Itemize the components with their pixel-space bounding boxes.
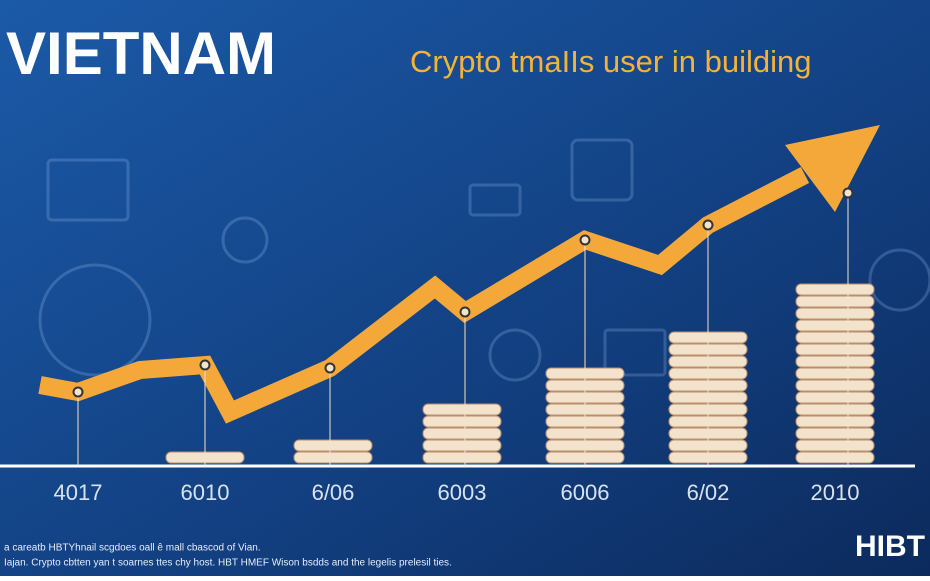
coin xyxy=(795,379,875,392)
footnote: a careatb HBTYhnail scgdoes oall ê mall … xyxy=(4,543,261,554)
coin xyxy=(795,367,875,380)
coin xyxy=(795,451,875,464)
logo: HIBT xyxy=(855,530,925,563)
category-label: 4017 xyxy=(54,480,103,505)
coin xyxy=(795,427,875,440)
coin xyxy=(795,283,875,296)
footnote: Iajan. Crypto cbtten yan t soarnes ttes … xyxy=(4,558,452,569)
coin xyxy=(795,355,875,368)
coin xyxy=(293,439,373,452)
coin xyxy=(795,343,875,356)
coin xyxy=(422,415,502,428)
category-labels: 4017 6010 6/06 6003 6006 6/02 2010 xyxy=(54,480,860,505)
subtitle: Crypto tmaIIs user in building xyxy=(410,44,811,79)
coin-stack xyxy=(293,439,373,464)
coin-stack xyxy=(422,403,502,464)
category-label: 6006 xyxy=(561,480,610,505)
coin xyxy=(795,319,875,332)
title: VIETNAM xyxy=(6,20,276,87)
coin xyxy=(293,451,373,464)
point-dot xyxy=(324,362,336,374)
point-dot xyxy=(72,386,84,398)
coin xyxy=(795,439,875,452)
growth-arrow xyxy=(38,167,810,424)
coin xyxy=(422,427,502,440)
category-label: 6/02 xyxy=(687,480,730,505)
coin xyxy=(422,403,502,416)
point-dot xyxy=(199,359,211,371)
coin-stack xyxy=(668,331,748,464)
point-dot xyxy=(842,187,854,199)
coin xyxy=(795,331,875,344)
coin xyxy=(795,415,875,428)
category-label: 6003 xyxy=(438,480,487,505)
category-label: 6/06 xyxy=(312,480,355,505)
coin xyxy=(422,439,502,452)
point-dot xyxy=(702,219,714,231)
coin xyxy=(795,307,875,320)
coin-stack xyxy=(795,283,875,464)
point-dot xyxy=(459,306,471,318)
coin xyxy=(422,451,502,464)
category-label: 6010 xyxy=(181,480,230,505)
coin xyxy=(795,403,875,416)
coin xyxy=(795,391,875,404)
coin-stacks xyxy=(165,283,875,464)
background-icons xyxy=(38,138,930,382)
coin xyxy=(795,295,875,308)
point-dot xyxy=(579,234,591,246)
arrow-head xyxy=(785,125,880,212)
category-label: 2010 xyxy=(811,480,860,505)
